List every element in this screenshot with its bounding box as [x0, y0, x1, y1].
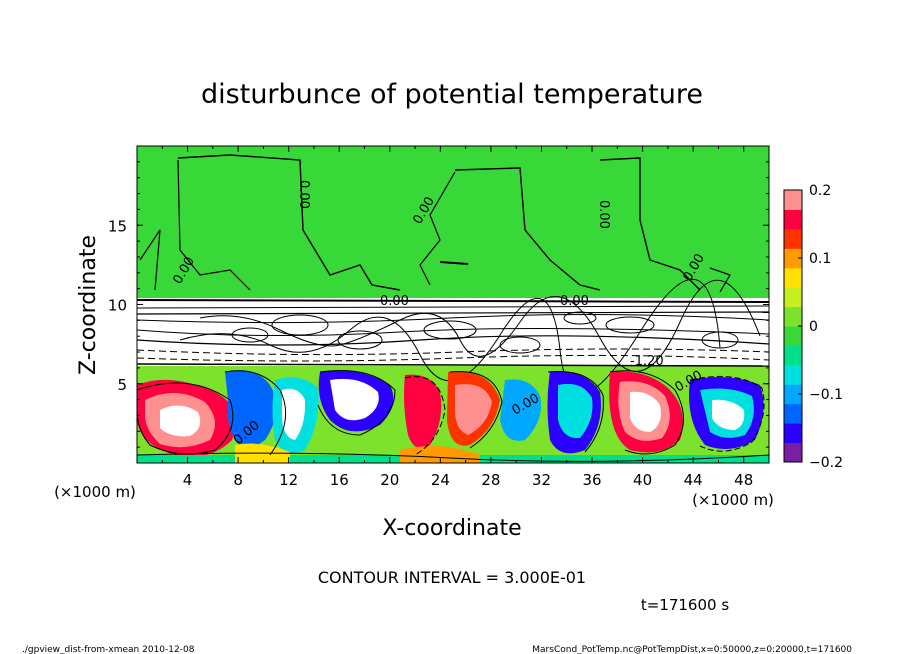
x-unit-right: (×1000 m) [692, 491, 774, 509]
x-tick-label: 28 [481, 471, 500, 489]
contour-line [709, 267, 731, 293]
chart-title: disturbunce of potential temperature [201, 79, 703, 110]
contour-line [177, 154, 401, 291]
contour-label: -1.20 [630, 354, 664, 369]
colorbar-ticks: 0.2 0.1 0 −0.1 −0.2 [798, 183, 843, 471]
y-axis-label: Z-coordinate [76, 235, 101, 375]
colorbar-segment [784, 228, 802, 249]
colorbar-segment [784, 345, 802, 366]
contour-line [139, 229, 161, 291]
footer-right: MarsCond_PotTemp.nc@PotTempDist,x=0:5000… [532, 645, 852, 654]
colorbar [784, 190, 802, 463]
colorbar-segment [784, 423, 802, 444]
colorbar-segment [784, 248, 802, 269]
y-tick-label: 15 [108, 217, 127, 235]
x-tick-label: 4 [183, 471, 193, 489]
colorbar-segment [784, 306, 802, 327]
lower-layer-blobs [137, 370, 769, 463]
contour-line [177, 159, 251, 291]
field-upper [137, 146, 769, 300]
colorbar-tick-label: 0 [809, 319, 818, 335]
x-tick-label: 44 [684, 471, 703, 489]
contour-line [454, 167, 601, 291]
colorbar-tick-label: 0.2 [809, 183, 831, 199]
x-tick-label: 20 [380, 471, 399, 489]
colorbar-tick-label: −0.1 [809, 387, 843, 403]
y-axis: 5 10 15 [108, 161, 769, 448]
field-middle [137, 298, 769, 368]
colorbar-segment [784, 287, 802, 308]
time-label: t=171600 s [641, 596, 729, 614]
colorbar-segment [784, 209, 802, 230]
x-tick-label: 40 [633, 471, 652, 489]
x-tick-label: 48 [734, 471, 753, 489]
contour-interval: CONTOUR INTERVAL = 3.000E-01 [318, 568, 586, 587]
contour-label: 0.00 [596, 200, 611, 229]
x-tick-label: 32 [532, 471, 551, 489]
colorbar-segment [784, 384, 802, 405]
contour-label: 0.00 [296, 180, 311, 209]
contour-label: 0.00 [560, 294, 589, 309]
contour-line [419, 171, 456, 286]
colorbar-tick-label: 0.1 [809, 251, 831, 267]
x-tick-label: 36 [582, 471, 601, 489]
x-tick-label: 16 [330, 471, 349, 489]
colorbar-segment [784, 364, 802, 385]
contour-line [599, 157, 701, 291]
x-axis: 4 8 12 16 20 24 28 32 36 40 44 48 [161, 146, 770, 489]
x-tick-label: 24 [431, 471, 450, 489]
colorbar-segment [784, 442, 802, 463]
colorbar-segment [784, 267, 802, 288]
lower-contours [137, 369, 769, 462]
x-axis-label: X-coordinate [382, 516, 521, 541]
colorbar-segment [784, 190, 802, 210]
plot-area: 0.00 0.00 0.00 0.00 0.00 0.00 0.00 0.00 … [137, 146, 769, 463]
colorbar-tick-label: −0.2 [809, 455, 843, 471]
x-unit-left: (×1000 m) [54, 483, 136, 501]
y-tick-label: 10 [108, 297, 127, 315]
x-tick-label: 8 [233, 471, 243, 489]
footer-left: ./gpview_dist-from-xmean 2010-12-08 [22, 645, 195, 654]
colorbar-segment [784, 326, 802, 346]
contour-label: 0.00 [380, 294, 409, 309]
contour-line [439, 261, 469, 265]
dense-contours [137, 278, 769, 394]
x-tick-label: 12 [279, 471, 298, 489]
y-tick-label: 5 [117, 376, 127, 394]
colorbar-segment [784, 403, 802, 424]
